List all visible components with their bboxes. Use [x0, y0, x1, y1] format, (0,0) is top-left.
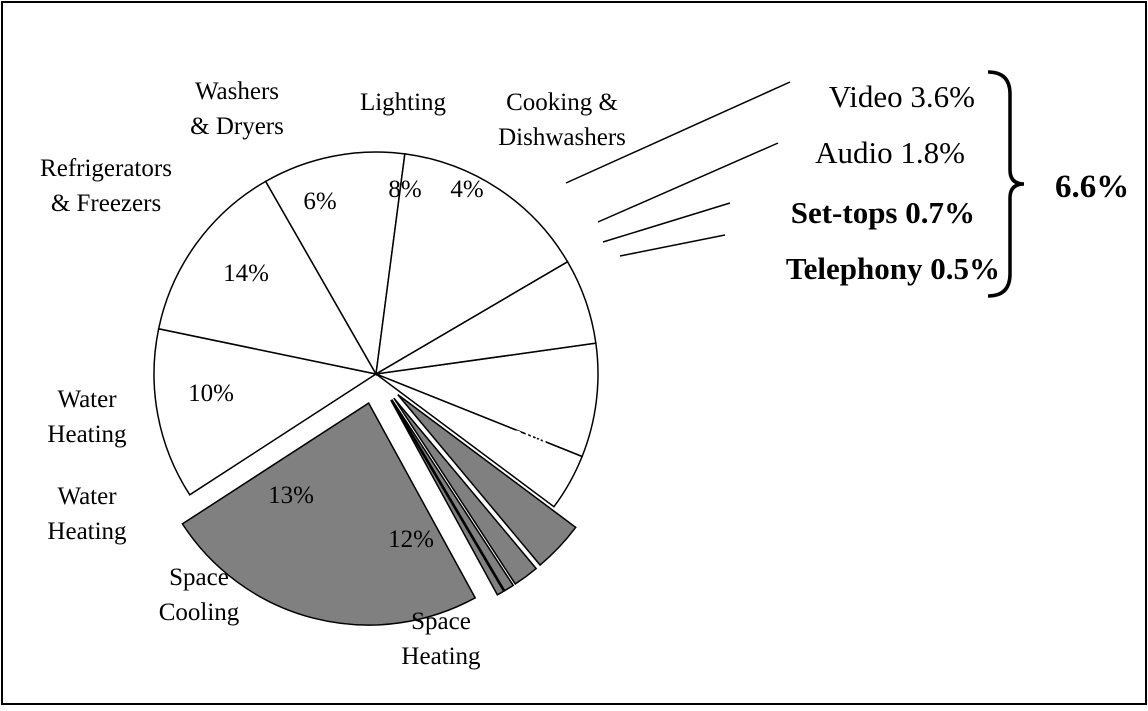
value-label-washers-dryers: 6%	[303, 188, 336, 215]
category-label-space-heating-line-1: Space	[411, 608, 471, 635]
category-label-refrigerators-freezers-line-2: & Freezers	[51, 190, 161, 217]
slice-telephony	[390, 399, 505, 596]
slice-audio	[393, 397, 538, 586]
callout-label-telephony: Telephony 0.5%	[786, 251, 1000, 286]
leader-line-set-tops	[602, 202, 731, 243]
category-label-water-heating-line-1: Water	[57, 386, 117, 413]
value-label-refrigerators-freezers: 14%	[223, 260, 269, 287]
category-label-lighting: Lighting	[360, 89, 447, 116]
value-label-space-heating: 12%	[388, 526, 434, 553]
slice-other	[181, 402, 477, 626]
category-label-water-heating-line-2: Heating	[47, 421, 127, 448]
value-label-cooking-dishwashers: 4%	[450, 176, 483, 203]
value-label-space-cooling: 13%	[268, 482, 314, 509]
slice-lighting	[373, 342, 599, 458]
category-label-cooking-dishwashers-line-2: Dishwashers	[498, 124, 626, 151]
category-label-space-heating-line-2: Heating	[401, 643, 481, 670]
value-label-other: 23%	[498, 426, 548, 453]
group-brace	[987, 70, 1025, 298]
callout-label-video: Video 3.6%	[829, 79, 975, 114]
slice-space-cooling	[157, 180, 378, 376]
category-label-washers-dryers-line-2: & Dryers	[190, 113, 284, 140]
slice-set-tops	[391, 399, 515, 592]
leader-line-video	[565, 81, 791, 184]
slice-water-heating	[264, 151, 406, 377]
category-label-washers-dryers-line-1: Washers	[195, 78, 279, 105]
callout-label-set-tops: Set-tops 0.7%	[791, 195, 975, 230]
slice-label-other: Other	[491, 390, 555, 417]
slice-refrigerators-freezers	[375, 153, 569, 376]
callout-label-audio: Audio 1.8%	[815, 135, 965, 170]
leader-line-telephony	[619, 234, 726, 257]
category-label-extra-1-line-2: Heating	[47, 518, 127, 545]
category-label-space-cooling-line-1: Space	[169, 564, 229, 591]
category-label-refrigerators-freezers-line-1: Refrigerators	[40, 155, 172, 182]
category-label-extra-1-line-1: Water	[57, 483, 117, 510]
value-label-lighting: 8%	[388, 176, 421, 203]
category-label-space-cooling-line-2: Cooling	[159, 599, 240, 626]
slice-cooking-dishwashers	[375, 373, 584, 508]
category-label-cooking-dishwashers-line-1: Cooking &	[506, 89, 618, 116]
leader-line-audio	[597, 142, 779, 223]
group-total-label: 6.6%	[1055, 169, 1129, 205]
slice-space-heating	[153, 327, 378, 496]
value-label-water-heating: 10%	[188, 380, 234, 407]
slice-video	[397, 394, 577, 567]
slice-washers-dryers	[375, 260, 597, 375]
